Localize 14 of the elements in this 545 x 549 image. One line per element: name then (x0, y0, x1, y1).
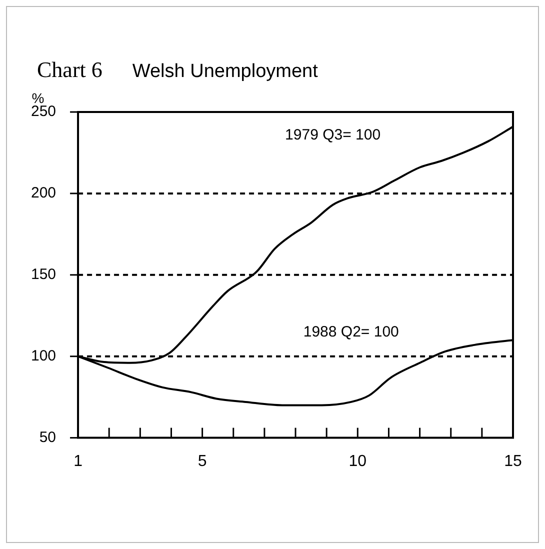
x-tick-label: 15 (504, 452, 522, 470)
x-tick-label: 10 (348, 452, 367, 470)
chart-subtitle: Welsh Unemployment (132, 61, 318, 82)
y-tick-label: 200 (30, 184, 56, 202)
y-axis-title: % (32, 90, 44, 106)
y-tick-label: 150 (30, 266, 56, 284)
y-tick-label: 50 (39, 428, 56, 446)
y-tick-label: 250 (30, 103, 56, 120)
text: 1979 Q3= 100 (285, 126, 381, 144)
series-label: 1988 Q2= 100 (303, 324, 399, 341)
x-tick-label: 1 (74, 452, 83, 470)
y-tick-label: 100 (30, 347, 56, 364)
x-tick-label: 5 (198, 452, 207, 470)
chart-title: Chart 6 (37, 57, 102, 82)
